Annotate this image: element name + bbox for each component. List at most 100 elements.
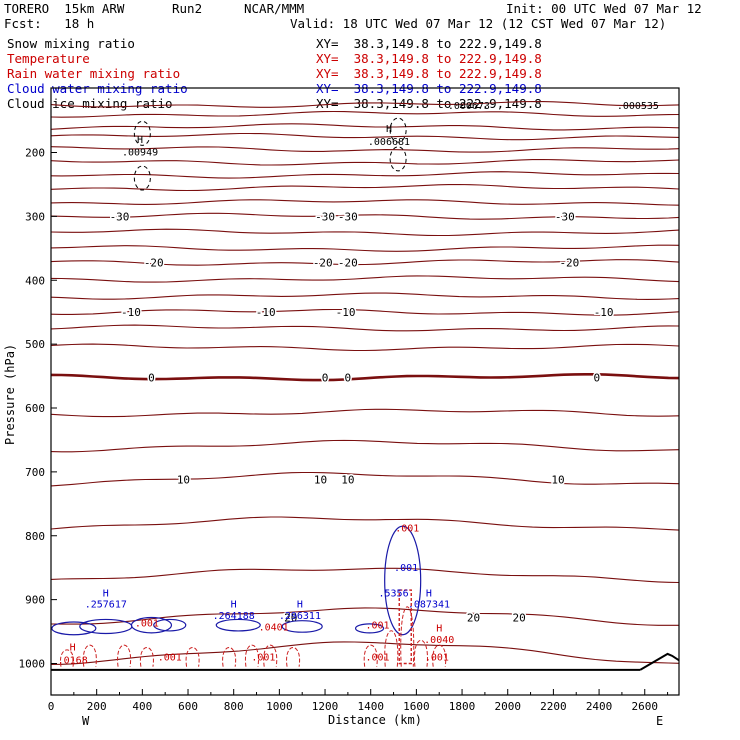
isotherm-label: 20 — [467, 612, 480, 625]
isotherm-label: -10 — [594, 306, 614, 319]
legend-temperature-xy: XY= 38.3,149.8 to 222.9,149.8 — [316, 51, 542, 66]
y-tick-label: 1000 — [19, 658, 46, 671]
rain-contour — [59, 649, 74, 667]
east-label: E — [656, 714, 663, 728]
rain-contour — [363, 644, 378, 667]
isotherm-line — [50, 343, 680, 352]
cloud-water-contour — [130, 616, 173, 634]
ice-contour — [133, 120, 151, 146]
valid-time: Valid: 18 UTC Wed 07 Mar 12 (12 CST Wed … — [290, 16, 667, 31]
isotherm-line — [50, 275, 680, 283]
rain-contour — [244, 644, 259, 667]
y-tick-label: 300 — [25, 210, 45, 223]
contour-annotation: .006681 — [368, 137, 410, 148]
y-tick-label: 800 — [25, 530, 45, 543]
x-tick-label: 1600 — [403, 700, 430, 713]
cloud-water-contour — [384, 525, 422, 636]
isotherm-label: -20 — [144, 256, 164, 269]
contour-annotation: .0401 — [259, 622, 289, 633]
isotherm-label: -30 — [555, 210, 575, 223]
x-tick-label: 2600 — [631, 700, 658, 713]
isotherm-line — [50, 100, 680, 108]
legend-rain-label: Rain water mixing ratio — [7, 66, 181, 81]
isotherm-line — [50, 292, 680, 300]
rain-contour — [384, 630, 399, 667]
contour-annotation: .0040 — [424, 635, 454, 646]
isotherm-line — [50, 308, 680, 316]
contour-annotation: H — [436, 624, 442, 635]
forecast-hour: Fcst: 18 h — [4, 16, 95, 31]
rain-contour — [263, 644, 278, 667]
contour-annotation: H — [297, 599, 303, 610]
ice-contour — [389, 146, 407, 172]
x-tick-label: 2400 — [586, 700, 613, 713]
rain-contour — [413, 639, 428, 667]
y-tick-label: 400 — [25, 274, 45, 287]
isotherm-label: -20 — [313, 256, 333, 269]
contour-annotation: .257617 — [85, 599, 127, 610]
isotherm-label: 10 — [177, 474, 190, 487]
isotherm-label: -10 — [256, 306, 276, 319]
isotherm-line — [50, 516, 680, 531]
contour-annotation: .000673 — [448, 101, 490, 112]
isotherm-line — [50, 228, 680, 237]
cloud-water-contour — [153, 618, 187, 632]
contour-annotation: .264188 — [213, 611, 255, 622]
legend-snow-label: Snow mixing ratio — [7, 36, 135, 51]
x-tick-label: 800 — [224, 700, 244, 713]
isotherm-line — [50, 373, 680, 382]
y-tick-label: 200 — [25, 147, 45, 160]
isotherm-label: 20 — [513, 612, 526, 625]
contour-annotation: .001 — [135, 618, 159, 629]
isotherm-label: -30 — [338, 210, 358, 223]
run-label: Run2 — [172, 1, 203, 16]
contour-annotation: H — [386, 124, 392, 135]
isotherm-line — [50, 110, 680, 118]
isotherm-line — [50, 212, 680, 220]
legend-temperature-label: Temperature — [7, 51, 90, 66]
x-tick-label: 600 — [178, 700, 198, 713]
contour-annotation: H — [426, 588, 432, 599]
cloud-water-contour — [281, 620, 323, 633]
isotherm-line — [50, 607, 679, 626]
isotherm-line — [50, 439, 680, 453]
contour-annotation: H — [103, 588, 109, 599]
isotherm-label: -20 — [338, 256, 358, 269]
legend-cloud-ice-label: Cloud ice mixing ratio — [7, 96, 173, 111]
isotherm-line — [50, 171, 680, 179]
isotherm-line — [50, 471, 680, 487]
isotherm-line — [50, 324, 680, 332]
y-tick-label: 700 — [25, 466, 45, 479]
cloud-water-contour — [79, 618, 133, 635]
isotherm-label: -30 — [315, 210, 335, 223]
isotherm-line — [50, 158, 680, 166]
contour-annotation: .5356 — [378, 588, 408, 599]
rain-contour — [82, 644, 97, 667]
contour-annotation: .000535 — [617, 101, 659, 112]
terrain-profile — [639, 652, 680, 671]
x-axis-label: Distance (km) — [328, 713, 422, 727]
isotherm-line — [50, 183, 680, 192]
x-tick-label: 1400 — [357, 700, 384, 713]
y-tick-label: 600 — [25, 402, 45, 415]
rain-core-contour — [398, 589, 412, 665]
isotherm-label: -10 — [121, 306, 141, 319]
x-tick-label: 2000 — [494, 700, 521, 713]
init-time: Init: 00 UTC Wed 07 Mar 12 — [506, 1, 702, 16]
contour-annotation: .001 — [395, 523, 419, 534]
ice-contour — [389, 117, 407, 143]
contour-annotation: .296311 — [279, 611, 321, 622]
contour-annotation: .001 — [158, 652, 182, 663]
cloud-water-contour — [51, 621, 97, 636]
rain-contour — [185, 647, 200, 667]
isotherm-label: 10 — [341, 474, 354, 487]
rain-contour — [286, 647, 301, 667]
contour-annotation: .001 — [251, 652, 275, 663]
x-tick-label: 1000 — [266, 700, 293, 713]
contour-annotation: H — [137, 135, 143, 146]
legend-snow-xy: XY= 38.3,149.8 to 222.9,149.8 — [316, 36, 542, 51]
isotherm-label: 0 — [148, 371, 155, 384]
cloud-water-contour — [215, 618, 261, 632]
contour-annotation: .001 — [394, 563, 418, 574]
